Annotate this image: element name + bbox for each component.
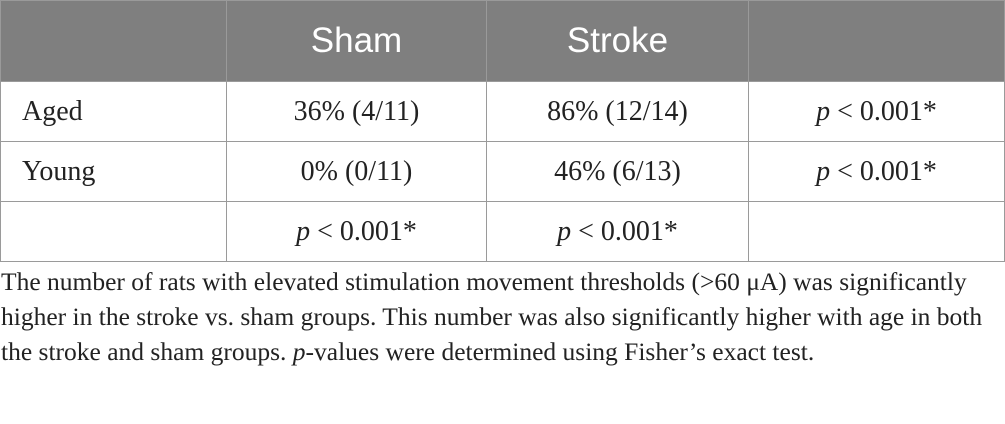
footnote-text: The number of rats with elevated stimula… [1,267,983,366]
p-symbol: p [816,95,831,127]
table-footnote: The number of rats with elevated stimula… [1,264,1001,369]
p-symbol: p [296,215,311,247]
footnote-text-end: -values were determined using Fisher’s e… [305,337,815,366]
header-empty-right [748,0,1005,82]
cell-aged-sham: 36% (4/11) [226,81,487,142]
p-value-text: < 0.001* [310,215,417,247]
cell-empty-pvalue [748,201,1005,262]
p-value-text: < 0.001* [830,155,937,187]
cell-young-sham: 0% (0/11) [226,141,487,202]
p-symbol: p [816,155,831,187]
table-row: Young 0% (0/11) 46% (6/13) p < 0.001* [0,141,1005,202]
cell-sham-pvalue: p < 0.001* [226,201,487,262]
row-label-aged: Aged [0,81,227,142]
header-row: Sham Stroke [0,0,1005,82]
table-row: p < 0.001* p < 0.001* [0,201,1005,262]
p-symbol: p [557,215,572,247]
table-row: Aged 36% (4/11) 86% (12/14) p < 0.001* [0,81,1005,142]
cell-stroke-pvalue: p < 0.001* [486,201,749,262]
row-label-empty [0,201,227,262]
footnote-p-symbol: p [292,337,306,366]
results-table-container: Sham Stroke Aged 36% (4/11) 86% (12/14) … [0,0,1005,262]
cell-aged-stroke: 86% (12/14) [486,81,749,142]
cell-young-stroke: 46% (6/13) [486,141,749,202]
results-table: Sham Stroke Aged 36% (4/11) 86% (12/14) … [0,0,1005,262]
header-stroke: Stroke [486,0,749,82]
p-value-text: < 0.001* [571,215,678,247]
header-sham: Sham [226,0,487,82]
p-value-text: < 0.001* [830,95,937,127]
cell-young-pvalue: p < 0.001* [748,141,1005,202]
row-label-young: Young [0,141,227,202]
header-empty-left [0,0,227,82]
cell-aged-pvalue: p < 0.001* [748,81,1005,142]
